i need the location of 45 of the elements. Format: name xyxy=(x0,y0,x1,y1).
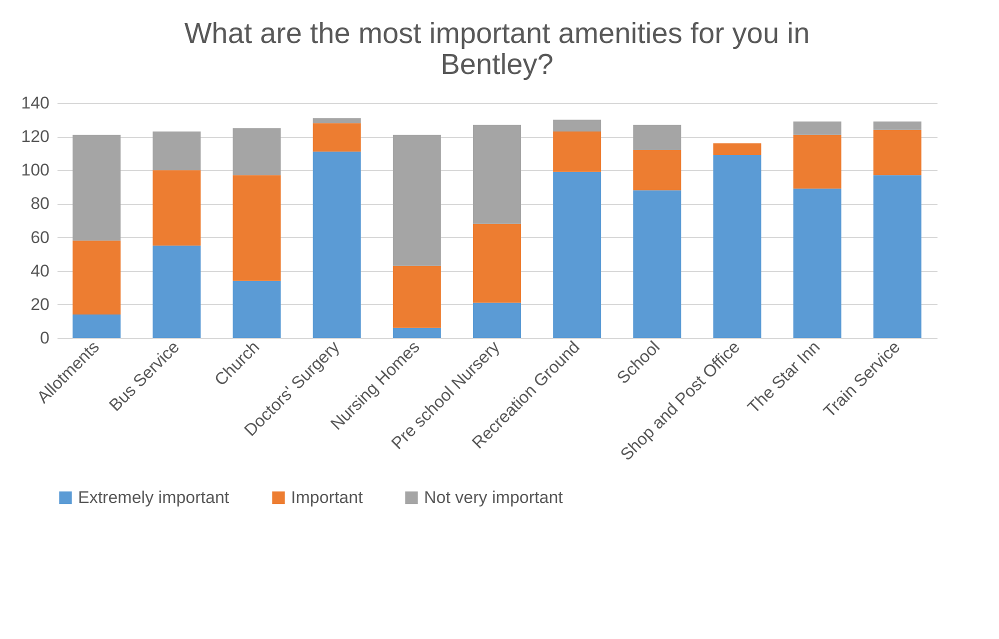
legend-label: Not very important xyxy=(424,488,564,507)
bar xyxy=(72,314,121,338)
bar xyxy=(473,124,521,224)
bar xyxy=(713,143,762,156)
y-tick-label: 20 xyxy=(30,294,50,314)
y-tick-label: 140 xyxy=(21,94,50,112)
y-tick-label: 100 xyxy=(21,160,50,180)
y-tick-label: 0 xyxy=(40,328,50,348)
bar xyxy=(873,121,922,130)
bar xyxy=(873,130,922,176)
bar xyxy=(392,266,441,328)
bar xyxy=(312,118,361,124)
bar xyxy=(392,328,441,338)
legend-label: Extremely important xyxy=(78,488,230,507)
bar xyxy=(232,280,281,338)
bar xyxy=(553,132,602,172)
bar xyxy=(152,170,201,246)
y-tick-label: 40 xyxy=(30,261,50,280)
bar xyxy=(232,128,281,176)
y-tick-label: 60 xyxy=(30,228,50,247)
bar xyxy=(72,134,121,241)
bar xyxy=(633,190,682,338)
bar xyxy=(312,123,361,152)
bar xyxy=(553,120,602,132)
y-tick-label: 120 xyxy=(21,127,50,146)
bar xyxy=(72,240,121,314)
y-tick-label: 80 xyxy=(30,194,50,214)
bar xyxy=(152,132,201,170)
bar xyxy=(873,175,922,338)
bar xyxy=(633,124,682,150)
bar xyxy=(232,175,281,281)
bar xyxy=(473,224,521,303)
legend-label: Important xyxy=(291,488,364,507)
bar xyxy=(152,246,201,338)
bar xyxy=(793,134,842,189)
x-tick-label: The Star Inn xyxy=(744,337,824,418)
chart-title: What are the most important amenities for you in Bentley? xyxy=(184,18,810,81)
bar xyxy=(793,121,842,135)
bar xyxy=(553,172,602,338)
bar xyxy=(392,134,441,266)
bar xyxy=(473,302,521,338)
bar xyxy=(793,188,842,338)
bar xyxy=(312,152,361,338)
bar xyxy=(713,155,762,338)
bar xyxy=(633,150,682,190)
